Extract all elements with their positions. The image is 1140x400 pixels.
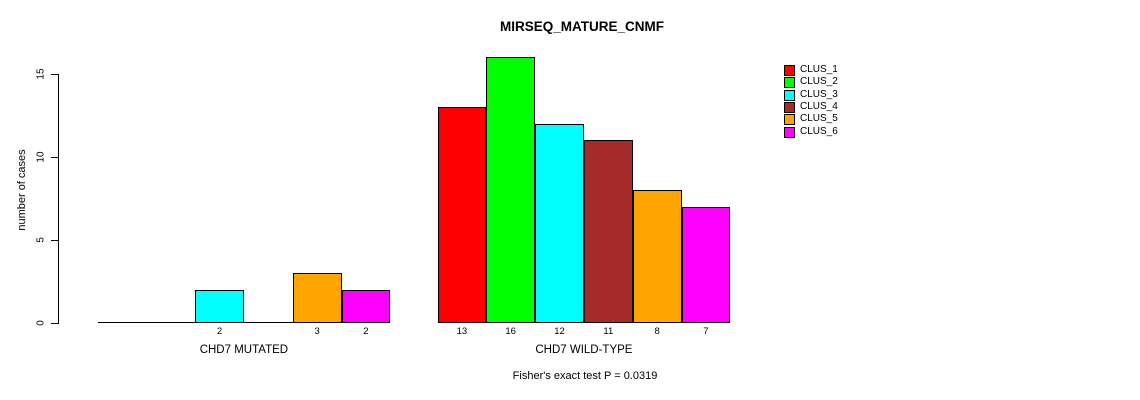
bar-value-label: 12 xyxy=(554,326,565,337)
bar-clus_5 xyxy=(633,190,682,323)
legend-item-label: CLUS_6 xyxy=(800,126,838,137)
group-label: CHD7 MUTATED xyxy=(199,344,289,356)
bar-clus_4 xyxy=(584,140,633,323)
legend-swatch xyxy=(784,76,795,88)
legend-item-label: CLUS_3 xyxy=(800,89,838,100)
legend-swatch xyxy=(784,101,795,113)
bar-value-label: 13 xyxy=(456,326,468,337)
y-axis-tick-label: 10 xyxy=(35,151,47,163)
zero-bar-clus_1 xyxy=(98,322,146,323)
bar-value-label: 11 xyxy=(603,326,614,337)
bar-value-label: 8 xyxy=(654,326,660,337)
zero-bar-clus_4 xyxy=(244,322,293,323)
legend-item-clus_1: CLUS_1 xyxy=(784,64,838,76)
bar-clus_3 xyxy=(195,290,244,323)
legend-item-label: CLUS_5 xyxy=(800,113,838,124)
y-axis-line xyxy=(58,74,59,324)
legend-item-label: CLUS_2 xyxy=(800,76,838,87)
legend-item-clus_3: CLUS_3 xyxy=(784,89,838,101)
fisher-test-annotation: Fisher's exact test P = 0.0319 xyxy=(512,370,658,382)
bar-clus_6 xyxy=(342,290,390,323)
legend-item-label: CLUS_1 xyxy=(800,64,838,75)
y-axis-tick xyxy=(51,157,58,158)
y-axis-tick xyxy=(51,240,58,241)
zero-bar-clus_2 xyxy=(146,322,195,323)
bar-clus_3 xyxy=(535,124,584,323)
legend-item-clus_5: CLUS_5 xyxy=(784,113,838,125)
bar-clus_2 xyxy=(486,57,535,323)
bar-value-label: 3 xyxy=(314,326,320,337)
legend-item-clus_6: CLUS_6 xyxy=(784,126,838,138)
bar-value-label: 7 xyxy=(703,326,709,337)
group-label: CHD7 WILD-TYPE xyxy=(535,344,633,356)
legend-item-clus_4: CLUS_4 xyxy=(784,101,838,113)
legend-swatch xyxy=(784,126,795,138)
y-axis-tick-label: 0 xyxy=(35,320,47,326)
legend-swatch xyxy=(784,89,795,101)
y-axis-tick-label: 15 xyxy=(35,68,47,80)
legend-item-clus_2: CLUS_2 xyxy=(784,76,838,88)
bar-value-label: 16 xyxy=(505,326,516,337)
legend-swatch xyxy=(784,113,795,125)
bar-clus_1 xyxy=(438,107,486,323)
bar-clus_6 xyxy=(682,207,730,323)
bar-value-label: 2 xyxy=(216,326,223,337)
chart-title: MIRSEQ_MATURE_CNMF xyxy=(499,19,665,34)
y-axis-label: number of cases xyxy=(16,149,28,231)
bar-value-label: 2 xyxy=(363,326,369,337)
bar-clus_5 xyxy=(293,273,342,323)
legend-item-label: CLUS_4 xyxy=(800,101,838,112)
y-axis-tick xyxy=(51,74,58,75)
legend-swatch xyxy=(784,64,795,76)
y-axis-tick-label: 5 xyxy=(35,237,47,243)
y-axis-tick xyxy=(51,323,58,324)
